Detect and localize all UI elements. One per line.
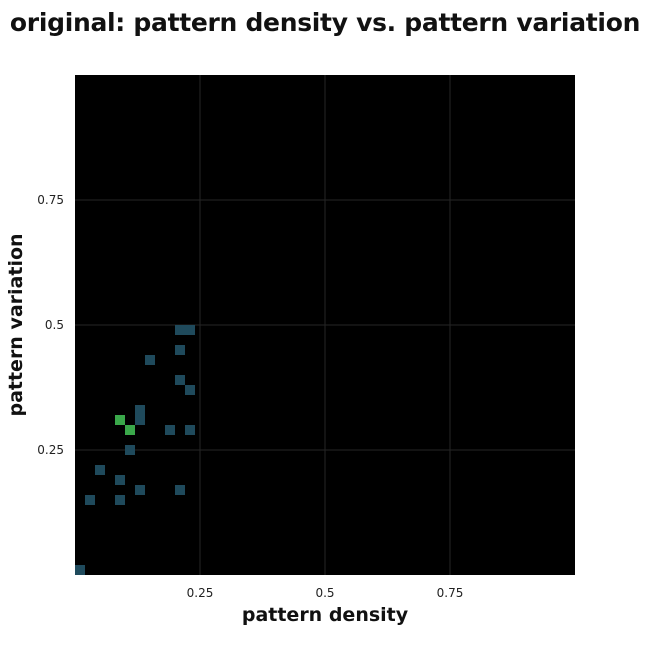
heatmap-cell — [125, 445, 135, 455]
heatmap-cell — [135, 415, 145, 425]
heatmap-cell — [185, 425, 195, 435]
heatmap-cell — [165, 425, 175, 435]
heatmap-cells — [75, 325, 195, 575]
heatmap-cell — [125, 425, 135, 435]
heatmap-cell — [115, 475, 125, 485]
y-tick-label: 0.25 — [37, 443, 64, 457]
y-axis-label: pattern variation — [5, 233, 27, 416]
chart-title: original: pattern density vs. pattern va… — [9, 8, 641, 37]
heatmap-cell — [175, 375, 185, 385]
tick-labels: 0.25 0.5 0.75 0.25 0.5 0.75 — [37, 193, 463, 600]
x-axis-label: pattern density — [242, 604, 409, 626]
x-tick-label: 0.5 — [315, 586, 334, 600]
heatmap-cell — [135, 405, 145, 415]
heatmap-cell — [175, 345, 185, 355]
y-tick-label: 0.5 — [45, 318, 64, 332]
heatmap-cell — [115, 415, 125, 425]
heatmap-cell — [175, 485, 185, 495]
heatmap-cell — [185, 325, 195, 335]
grid-lines — [75, 75, 575, 575]
heatmap-cell — [85, 495, 95, 505]
x-tick-label: 0.25 — [187, 586, 214, 600]
heatmap-cell — [95, 465, 105, 475]
heatmap-cell — [145, 355, 155, 365]
x-tick-label: 0.75 — [437, 586, 464, 600]
heatmap-cell — [135, 485, 145, 495]
heatmap-cell — [175, 325, 185, 335]
heatmap-cell — [185, 385, 195, 395]
heatmap-cell — [115, 495, 125, 505]
heatmap-cell — [75, 565, 85, 575]
y-tick-label: 0.75 — [37, 193, 64, 207]
